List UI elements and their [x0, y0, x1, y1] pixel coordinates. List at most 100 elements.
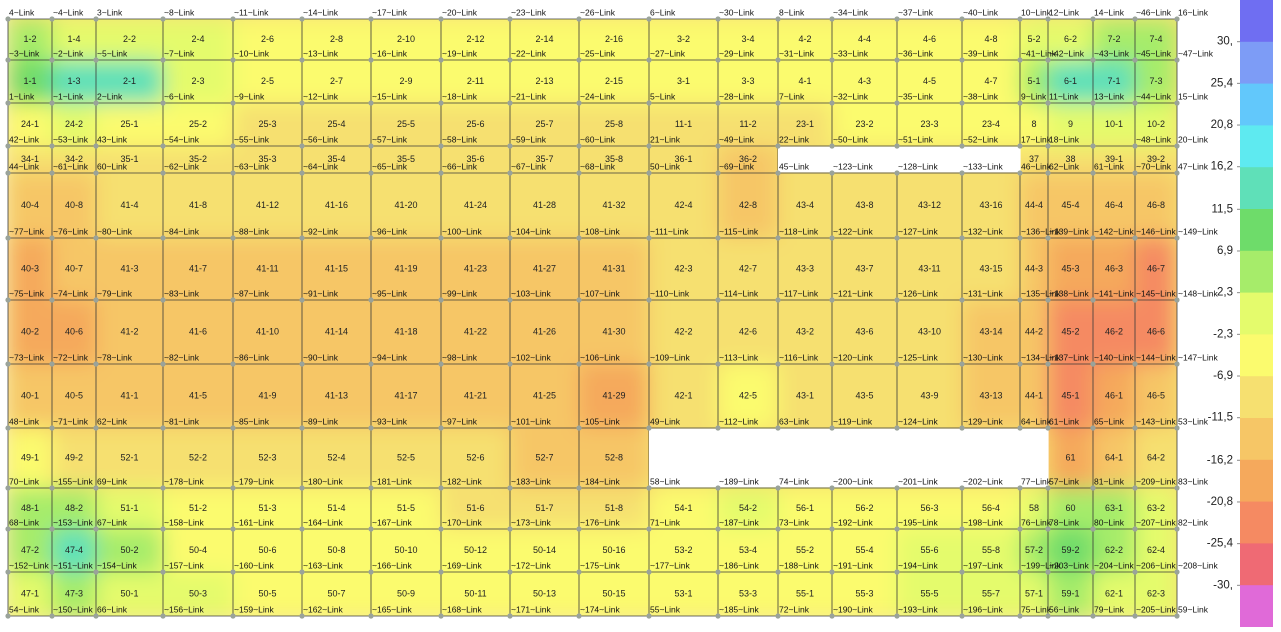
node [230, 57, 236, 63]
link-label: ~206~Link [1136, 560, 1176, 570]
node [5, 57, 11, 63]
element-label: 41-13 [325, 390, 348, 400]
field-cell [897, 173, 963, 239]
node [507, 425, 513, 431]
field-cell [52, 488, 97, 530]
field-cell [1020, 364, 1049, 429]
node [49, 297, 55, 303]
element-label: 41-2 [120, 326, 138, 336]
node [715, 613, 721, 619]
link-label: ~167~Link [372, 517, 412, 527]
node [1090, 485, 1096, 491]
field-cell [1048, 103, 1094, 147]
element-label: 25-2 [189, 119, 207, 129]
field-cell [371, 238, 442, 301]
field-cell [579, 300, 650, 365]
element-label: 43-9 [920, 390, 938, 400]
link-label: ~130~Link [963, 352, 1003, 362]
node [49, 425, 55, 431]
node [894, 100, 900, 106]
field-cell [441, 19, 511, 61]
legend-band [1240, 250, 1273, 294]
link-label: ~81~Link [164, 416, 200, 426]
field-cell [1135, 428, 1177, 489]
element-label: 53-1 [674, 588, 692, 598]
field-cell [1135, 60, 1177, 104]
link-label: ~88~Link [234, 226, 270, 236]
field-cell [962, 488, 1021, 530]
node [576, 170, 582, 176]
node [1017, 613, 1023, 619]
link-label: ~17~Link [372, 7, 408, 17]
field-cell [441, 238, 511, 301]
element-label: 2-13 [535, 76, 553, 86]
field-cell [1020, 103, 1049, 147]
field-cell [96, 428, 164, 489]
link-label: ~179~Link [234, 476, 274, 486]
node [368, 569, 374, 575]
link-label: 14~Link [1094, 7, 1125, 17]
hole [897, 146, 963, 173]
field-cell [1020, 238, 1049, 301]
link-label: 65~Link [1094, 416, 1125, 426]
field-cell [302, 60, 372, 104]
node [894, 57, 900, 63]
node [1090, 16, 1096, 22]
element-label: 41-32 [602, 200, 625, 210]
link-label: 10~Link [1021, 7, 1052, 17]
link-label: ~72~Link [53, 352, 89, 362]
field-cell [96, 572, 164, 616]
field-cell [233, 60, 303, 104]
node [93, 57, 99, 63]
node [368, 235, 374, 241]
node [160, 485, 166, 491]
node [775, 613, 781, 619]
element-label: 44-2 [1025, 326, 1043, 336]
node [775, 57, 781, 63]
field-cell [897, 60, 963, 104]
node [438, 297, 444, 303]
element-label: 62-4 [1147, 545, 1165, 555]
element-label: 51-8 [605, 503, 623, 513]
link-label: 81~Link [1094, 476, 1125, 486]
link-label: ~70~Link [1136, 161, 1172, 171]
element-label: 2-14 [535, 34, 553, 44]
link-label: ~152~Link [9, 560, 49, 570]
link-label: ~176~Link [580, 517, 620, 527]
node [160, 361, 166, 367]
field-cell [8, 60, 53, 104]
link-label: 75~Link [1021, 604, 1052, 614]
node [829, 57, 835, 63]
node [1174, 361, 1180, 367]
node [368, 170, 374, 176]
link-label: ~187~Link [719, 517, 759, 527]
field-cell [1093, 19, 1136, 61]
field-cell [579, 488, 650, 530]
element-label: 39-1 [1105, 154, 1123, 164]
hole [649, 428, 719, 488]
link-label: ~195~Link [898, 517, 938, 527]
element-label: 11-2 [739, 119, 756, 129]
node [299, 170, 305, 176]
node [1045, 526, 1051, 532]
link-label: ~75~Link [9, 288, 45, 298]
link-label: ~67~Link [511, 161, 547, 171]
node [1045, 100, 1051, 106]
element-label: 53-4 [739, 545, 757, 555]
field-cell [441, 572, 511, 616]
field-cell [1093, 529, 1136, 573]
node [1174, 526, 1180, 532]
element-label: 35-6 [466, 154, 484, 164]
link-label: 17~Link [1021, 134, 1052, 144]
link-label: 45~Link [779, 161, 810, 171]
node [1045, 143, 1051, 149]
element-label: 51-4 [327, 503, 345, 513]
node [299, 526, 305, 532]
node [715, 57, 721, 63]
link-label: ~53~Link [53, 134, 89, 144]
link-label: ~51~Link [898, 134, 934, 144]
link-label: 67~Link [97, 517, 128, 527]
element-label: 2-11 [467, 76, 484, 86]
node [1090, 170, 1096, 176]
link-label: ~56~Link [303, 134, 339, 144]
